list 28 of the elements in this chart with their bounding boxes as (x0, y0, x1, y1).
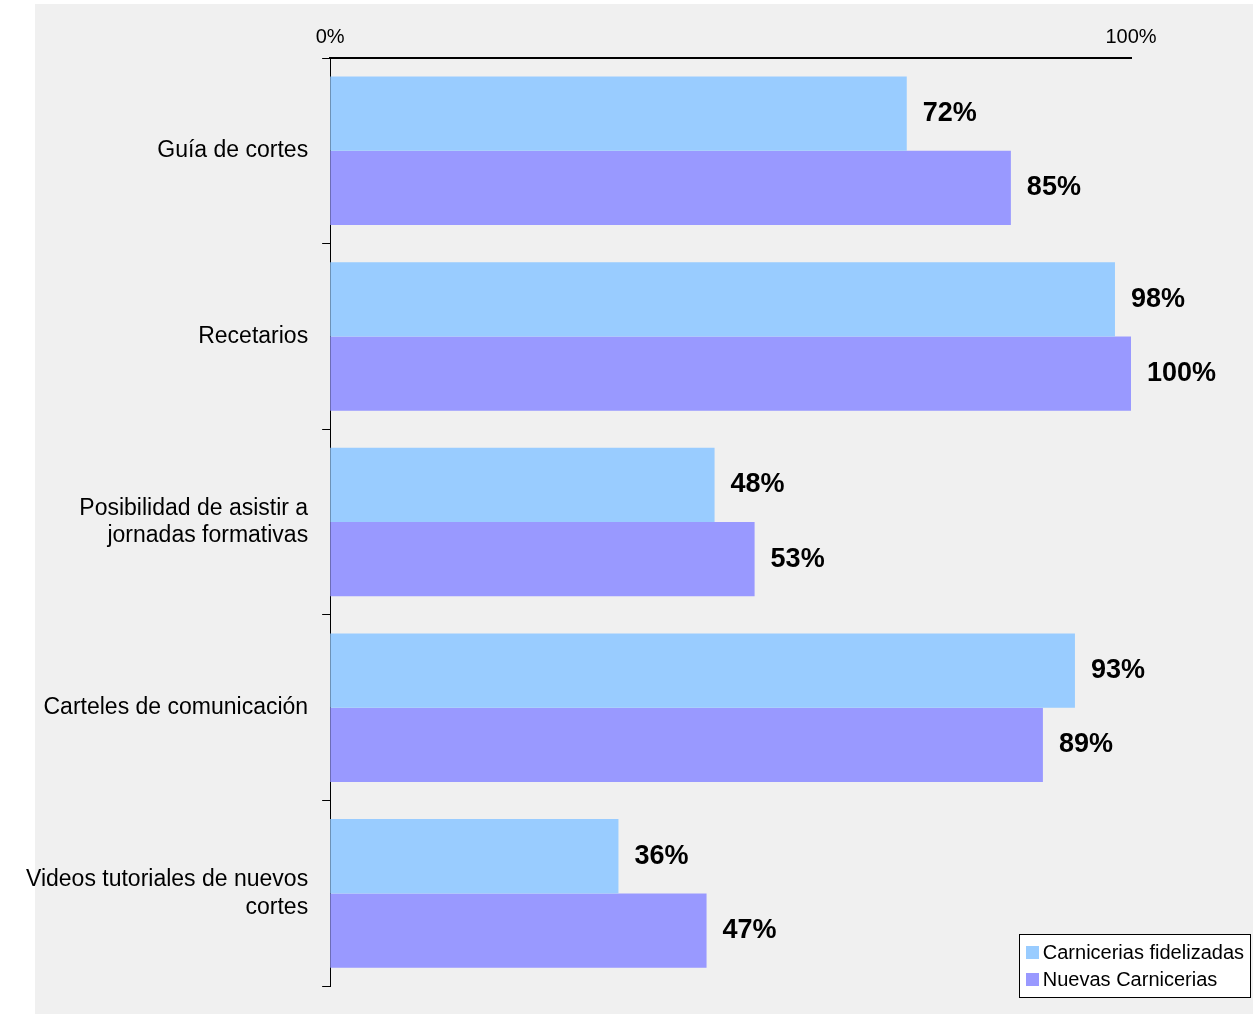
bar (330, 336, 1131, 411)
data-label: 100% (1147, 357, 1217, 388)
bar (330, 76, 907, 151)
bar (330, 150, 1011, 226)
bar (330, 522, 755, 597)
y-tick-label: Recetarios (198, 321, 309, 348)
data-label: 89% (1058, 728, 1113, 759)
data-label: 85% (1026, 171, 1081, 202)
data-label: 93% (1090, 654, 1145, 685)
bar (330, 707, 1043, 782)
data-label: 72% (922, 97, 977, 128)
data-label: 36% (634, 839, 689, 870)
legend-label: Nuevas Carnicerias (1042, 967, 1218, 992)
data-label: 53% (770, 542, 825, 573)
legend-label: Carnicerias fidelizadas (1042, 940, 1244, 965)
bar (330, 447, 715, 523)
y-tick-label: Posibilidad de asistir a jornadas formativas (79, 493, 309, 548)
data-label: 98% (1130, 282, 1186, 313)
bar (330, 893, 707, 968)
data-label: 48% (730, 468, 785, 499)
y-tick-label: Carteles de comunicación (43, 693, 309, 720)
bar (330, 633, 1075, 708)
bar (330, 262, 1115, 337)
y-tick-label: Videos tutoriales de nuevos cortes (26, 864, 309, 919)
bar (330, 819, 619, 894)
data-label: 47% (722, 913, 777, 944)
x-tick-label: 0% (315, 24, 345, 47)
y-tick-label: Guía de cortes (157, 136, 309, 163)
